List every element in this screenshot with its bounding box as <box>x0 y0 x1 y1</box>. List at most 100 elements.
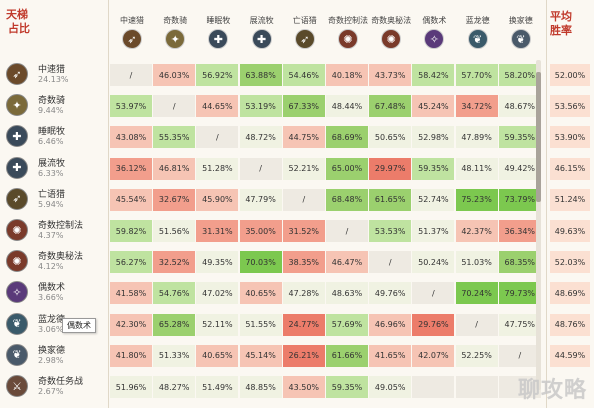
column-header-0[interactable]: 中速猎 ➶ <box>110 6 154 49</box>
matchup-cell: 47.79% <box>239 188 282 211</box>
matchup-cell: 42.30% <box>110 313 152 336</box>
avg-winrate-cell: 44.59% <box>550 344 590 367</box>
matchup-cell: 61.65% <box>369 188 412 211</box>
priest-icon: ✚ <box>251 29 272 49</box>
row-header[interactable]: ➶ 亡语猎 5.94% <box>6 186 106 216</box>
avg-label-1: 平均 <box>550 10 572 23</box>
matchup-cell: 50.24% <box>412 251 455 274</box>
matchup-cell: 52.11% <box>196 313 239 336</box>
row-header[interactable]: ✺ 奇数奥秘法 4.12% <box>6 248 106 278</box>
scrollbar-thumb[interactable] <box>536 72 541 202</box>
column-label: 睡眠牧 <box>206 16 231 25</box>
row-header[interactable]: ❦ 换家德 2.98% <box>6 342 106 372</box>
druid-icon: ❦ <box>6 343 28 366</box>
matchup-cell: 58.42% <box>412 64 455 86</box>
avg-winrate-cell: 46.15% <box>550 157 590 180</box>
avg-winrate-cell: 49.63% <box>550 220 590 242</box>
column-label: 展流牧 <box>249 16 274 25</box>
matchup-cell: 51.37% <box>412 220 455 242</box>
mage-icon: ✺ <box>381 29 402 49</box>
matchup-cell: 47.75% <box>498 313 541 336</box>
column-label: 奇数骑 <box>163 16 188 25</box>
matchup-cell: 51.55% <box>239 313 282 336</box>
ladder-share: 4.37% <box>38 231 64 240</box>
hunter-icon: ➶ <box>6 63 28 85</box>
matchup-cell: 59.35% <box>326 376 368 398</box>
matchup-cell: 61.66% <box>326 344 368 367</box>
deck-name: 奇数任务战 <box>38 377 84 387</box>
matchup-cell: / <box>110 64 152 86</box>
matchup-cell: 51.56% <box>153 220 196 242</box>
row-header[interactable]: ➶ 中速猎 24.13% <box>6 61 106 91</box>
row-header[interactable]: ✧ 偶数术 3.66% <box>6 279 106 309</box>
row-header[interactable]: ⚔ 奇数任务战 2.67% <box>6 373 106 403</box>
matchup-cell: 55.35% <box>153 126 196 149</box>
matchup-cell: 68.35% <box>498 251 541 274</box>
matchup-cell: 54.76% <box>153 282 196 305</box>
column-header-7[interactable]: 偶数术 ✧ <box>412 6 456 49</box>
matchup-cell: 44.75% <box>282 126 325 149</box>
matchup-cell: 48.11% <box>455 157 498 180</box>
matchup-cell: 47.02% <box>196 282 239 305</box>
matchup-cell: 36.12% <box>110 157 152 180</box>
matchup-cell: 57.69% <box>326 313 368 336</box>
avg-winrate-cell: 51.24% <box>550 188 590 211</box>
deck-name-tooltip: 偶数术 <box>62 318 96 333</box>
column-header-2[interactable]: 睡眠牧 ✚ <box>196 6 240 49</box>
matchup-cell: 56.27% <box>110 251 152 274</box>
column-header-9[interactable]: 换家德 ❦ <box>499 6 543 49</box>
matchup-cell: / <box>326 220 368 242</box>
matchup-cell: 58.20% <box>498 64 541 86</box>
corner-label-ladder: 天梯 <box>6 8 28 21</box>
matchup-cell: 43.73% <box>369 64 412 86</box>
matchup-cell: / <box>153 95 196 118</box>
row-header[interactable]: ✚ 睡眠牧 6.46% <box>6 123 106 153</box>
scrollbar-track[interactable] <box>536 60 541 390</box>
column-header-6[interactable]: 奇数奥秘法 ✺ <box>369 6 413 49</box>
row-header[interactable]: ❦ 蓝龙德 3.06% <box>6 311 106 341</box>
matchup-cell: 40.65% <box>196 344 239 367</box>
matchup-cell: 41.58% <box>110 282 152 305</box>
row-header[interactable]: ✺ 奇数控制法 4.37% <box>6 217 106 247</box>
column-header-8[interactable]: 蓝龙德 ❦ <box>456 6 500 49</box>
matchup-cell: 67.33% <box>282 95 325 118</box>
matchup-cell: 29.76% <box>412 313 455 336</box>
matchup-cell: 59.82% <box>110 220 152 242</box>
column-header-4[interactable]: 亡语猎 ➶ <box>283 6 327 49</box>
matchup-cell: 42.37% <box>455 220 498 242</box>
matchup-cell: / <box>282 188 325 211</box>
column-header-1[interactable]: 奇数骑 ✦ <box>153 6 197 49</box>
column-header-5[interactable]: 奇数控制法 ✺ <box>326 6 370 49</box>
deck-name: 偶数术 <box>38 283 66 294</box>
matchup-cell: 70.03% <box>239 251 282 274</box>
hunter-icon: ➶ <box>122 29 142 49</box>
ladder-share: 24.13% <box>38 75 69 84</box>
matchup-cell: 68.48% <box>326 188 368 211</box>
matchup-cell: 43.50% <box>282 376 325 398</box>
matchup-cell <box>498 376 541 398</box>
matchup-cell: / <box>498 344 541 367</box>
corner-label-share: 占比 <box>8 22 30 35</box>
matchup-cell: 49.42% <box>498 157 541 180</box>
ladder-share: 6.46% <box>38 137 64 147</box>
matchup-cell: / <box>239 157 282 180</box>
column-header-3[interactable]: 展流牧 ✚ <box>240 6 284 49</box>
warlock-icon: ✧ <box>6 281 28 304</box>
row-header[interactable]: ✦ 奇数骑 9.44% <box>6 92 106 122</box>
matchup-cell: 52.74% <box>412 188 455 211</box>
matchup-cell: 56.92% <box>196 64 239 86</box>
deck-name: 换家德 <box>38 345 66 356</box>
matchup-cell: 51.96% <box>110 376 152 398</box>
matchup-cell: 47.28% <box>282 282 325 305</box>
matchup-cell: 52.98% <box>412 126 455 149</box>
matchup-cell: 51.28% <box>196 157 239 180</box>
column-divider <box>108 0 109 408</box>
ladder-share: 5.94% <box>38 199 64 209</box>
matchup-cell: 57.70% <box>455 64 498 86</box>
matchup-cell: 38.35% <box>282 251 325 274</box>
hunter-icon: ➶ <box>6 187 28 210</box>
priest-icon: ✚ <box>6 156 28 179</box>
matchup-cell: 50.65% <box>369 126 412 149</box>
matchup-cell: 48.85% <box>239 376 282 398</box>
row-header[interactable]: ✚ 展流牧 6.33% <box>6 155 106 185</box>
